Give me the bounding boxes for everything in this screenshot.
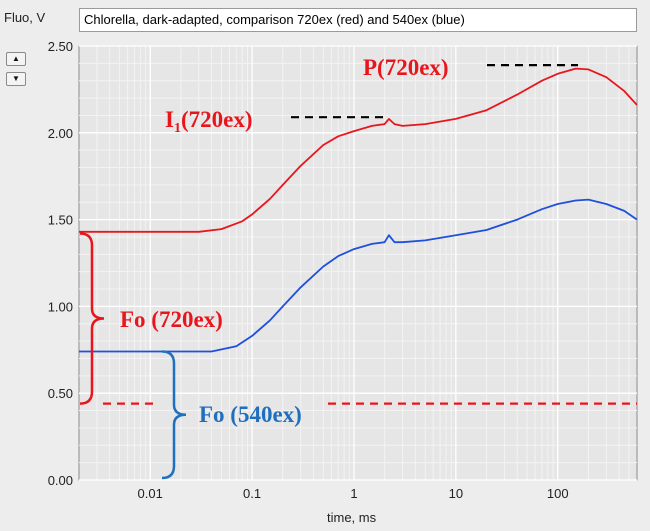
annotation-p-720ex: P(720ex) (363, 55, 449, 80)
x-tick-label: 0.1 (243, 486, 261, 501)
annotation-fo-720ex: Fo (720ex) (120, 307, 223, 332)
chart-title: Chlorella, dark-adapted, comparison 720e… (79, 8, 637, 32)
series-line-720ex (79, 67, 638, 233)
y-tick-label: 1.50 (48, 213, 73, 228)
triangle-up-icon[interactable]: ▲ (6, 52, 26, 66)
series-line-540ex (79, 198, 638, 353)
y-tick-label: 1.00 (48, 299, 73, 314)
annotation-i1-720ex: I1(720ex) (165, 107, 252, 136)
x-tick-label: 10 (449, 486, 463, 501)
x-tick-label: 100 (547, 486, 569, 501)
triangle-down-icon[interactable]: ▼ (6, 72, 26, 86)
y-axis-label: Fluo, V (4, 10, 46, 25)
x-tick-label: 0.01 (138, 486, 163, 501)
brace-fo-540ex (161, 350, 187, 480)
x-tick-label: 1 (350, 486, 357, 501)
brace-fo-720ex (79, 232, 105, 405)
annotation-fo-540ex: Fo (540ex) (199, 402, 302, 427)
y-tick-label: 0.00 (48, 473, 73, 488)
plot-background (78, 45, 638, 481)
x-axis-label: time, ms (327, 510, 377, 525)
y-tick-label: 2.00 (48, 126, 73, 141)
y-tick-label: 0.50 (48, 386, 73, 401)
y-tick-label: 2.50 (48, 39, 73, 54)
